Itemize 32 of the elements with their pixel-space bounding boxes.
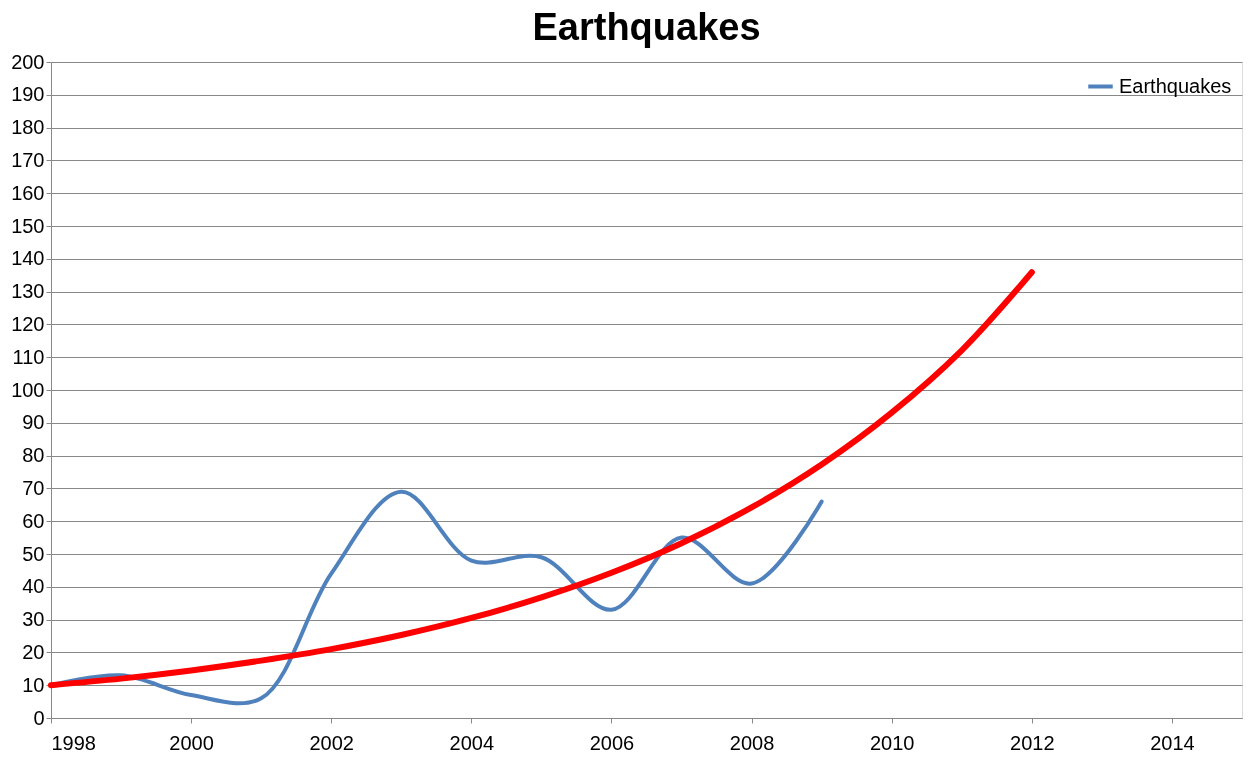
y-tick-label: 30: [22, 608, 45, 631]
y-tick-label: 170: [11, 148, 45, 171]
legend-label: Earthquakes: [1119, 74, 1232, 97]
y-tick-label: 50: [22, 542, 45, 565]
y-tick-label: 120: [11, 312, 45, 335]
x-tick-label: 2004: [449, 731, 495, 754]
x-tick-label: 2012: [1010, 731, 1055, 754]
y-tick-label: 140: [11, 247, 45, 270]
y-tick-label: 130: [11, 280, 45, 303]
y-tick-label: 110: [12, 345, 45, 368]
y-tick-label: 0: [33, 706, 45, 729]
y-tick-label: 150: [11, 214, 45, 237]
x-tick-label: 2000: [169, 731, 214, 754]
y-tick-label: 100: [11, 378, 45, 401]
y-tick-label: 200: [11, 50, 45, 73]
y-tick-label: 20: [22, 640, 45, 663]
x-tick-label: 2006: [589, 731, 635, 754]
x-tick-label: 2010: [869, 731, 915, 754]
y-tick-label: 40: [22, 575, 45, 598]
y-tick-label: 190: [11, 83, 45, 106]
x-tick-label: 2014: [1150, 731, 1195, 754]
y-tick-label: 90: [22, 411, 45, 434]
y-tick-label: 10: [22, 673, 45, 696]
x-tick-label: 2008: [729, 731, 775, 754]
x-tick-label: 2002: [309, 731, 354, 754]
y-tick-label: 70: [22, 476, 45, 499]
x-tick-label: 1998: [51, 731, 96, 754]
chart-title: Earthquakes: [532, 6, 761, 48]
y-tick-label: 180: [11, 116, 45, 139]
y-tick-label: 60: [22, 509, 45, 532]
y-tick-label: 80: [22, 444, 45, 467]
y-tick-label: 160: [11, 181, 45, 204]
